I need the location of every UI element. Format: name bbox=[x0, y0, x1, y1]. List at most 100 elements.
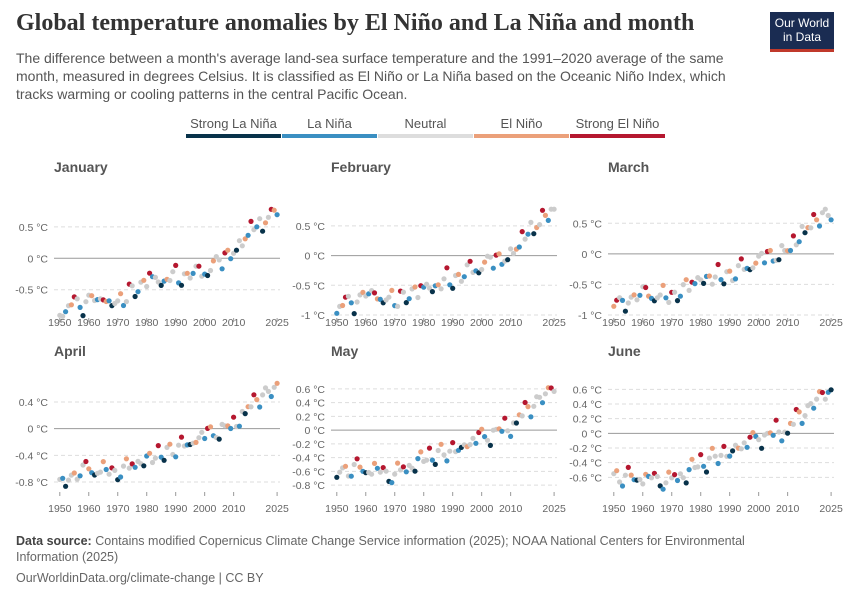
data-point[interactable] bbox=[637, 292, 643, 298]
data-point[interactable] bbox=[730, 448, 736, 454]
data-point[interactable] bbox=[683, 480, 689, 486]
data-point[interactable] bbox=[74, 296, 80, 302]
data-point[interactable] bbox=[450, 440, 456, 446]
data-point[interactable] bbox=[342, 463, 349, 469]
data-point[interactable] bbox=[677, 471, 684, 477]
data-point[interactable] bbox=[505, 428, 511, 434]
data-point[interactable] bbox=[441, 276, 447, 282]
data-point[interactable] bbox=[634, 297, 640, 303]
data-point[interactable] bbox=[744, 444, 750, 450]
data-point[interactable] bbox=[628, 472, 634, 478]
data-point[interactable] bbox=[455, 271, 462, 277]
data-point[interactable] bbox=[701, 280, 707, 286]
data-point[interactable] bbox=[811, 211, 817, 218]
data-point[interactable] bbox=[173, 454, 179, 460]
data-point[interactable] bbox=[167, 441, 173, 447]
data-point[interactable] bbox=[502, 415, 508, 421]
data-point[interactable] bbox=[747, 434, 753, 440]
data-point[interactable] bbox=[371, 460, 378, 466]
data-point[interactable] bbox=[819, 210, 826, 216]
data-point[interactable] bbox=[525, 404, 531, 410]
data-point[interactable] bbox=[438, 441, 444, 447]
data-point[interactable] bbox=[522, 236, 528, 242]
data-point[interactable] bbox=[776, 429, 782, 435]
data-point[interactable] bbox=[216, 257, 222, 263]
data-point[interactable] bbox=[97, 469, 103, 475]
data-point[interactable] bbox=[528, 414, 534, 420]
data-point[interactable] bbox=[721, 443, 727, 449]
data-point[interactable] bbox=[63, 309, 69, 315]
data-point[interactable] bbox=[424, 457, 430, 463]
data-point[interactable] bbox=[132, 464, 138, 470]
data-point[interactable] bbox=[155, 279, 161, 285]
data-point[interactable] bbox=[251, 392, 257, 398]
data-point[interactable] bbox=[77, 304, 83, 310]
data-point[interactable] bbox=[458, 278, 464, 284]
data-point[interactable] bbox=[698, 277, 704, 283]
data-point[interactable] bbox=[508, 433, 514, 439]
data-point[interactable] bbox=[178, 434, 185, 440]
data-point[interactable] bbox=[123, 299, 129, 305]
data-point[interactable] bbox=[274, 380, 280, 386]
legend-item-strong-la-nina[interactable]: Strong La Niña bbox=[186, 116, 281, 142]
data-point[interactable] bbox=[248, 404, 254, 410]
data-point[interactable] bbox=[727, 453, 733, 459]
data-point[interactable] bbox=[254, 397, 260, 403]
data-point[interactable] bbox=[750, 265, 756, 271]
data-point[interactable] bbox=[686, 467, 692, 473]
data-point[interactable] bbox=[674, 298, 681, 304]
data-point[interactable] bbox=[132, 293, 138, 300]
data-point[interactable] bbox=[248, 218, 254, 224]
data-point[interactable] bbox=[779, 243, 785, 249]
data-point[interactable] bbox=[354, 456, 360, 462]
data-point[interactable] bbox=[334, 474, 340, 480]
data-point[interactable] bbox=[429, 457, 435, 463]
data-point[interactable] bbox=[770, 432, 776, 438]
data-point[interactable] bbox=[482, 259, 488, 265]
data-point[interactable] bbox=[418, 449, 424, 455]
data-point[interactable] bbox=[147, 270, 153, 276]
data-point[interactable] bbox=[236, 238, 242, 244]
data-point[interactable] bbox=[193, 439, 199, 445]
data-point[interactable] bbox=[406, 296, 412, 302]
data-point[interactable] bbox=[126, 465, 132, 471]
data-point[interactable] bbox=[828, 387, 834, 393]
data-point[interactable] bbox=[65, 477, 72, 483]
data-point[interactable] bbox=[383, 468, 389, 474]
data-point[interactable] bbox=[239, 243, 245, 249]
data-point[interactable] bbox=[470, 435, 476, 441]
data-point[interactable] bbox=[170, 269, 176, 275]
data-point[interactable] bbox=[539, 207, 546, 213]
data-point[interactable] bbox=[123, 456, 129, 462]
data-point[interactable] bbox=[622, 308, 629, 314]
data-point[interactable] bbox=[444, 458, 450, 464]
data-point[interactable] bbox=[674, 477, 681, 484]
data-point[interactable] bbox=[505, 257, 511, 263]
credit-link[interactable]: OurWorldinData.org/climate-change | CC B… bbox=[16, 571, 264, 585]
data-point[interactable] bbox=[426, 285, 433, 291]
data-point[interactable] bbox=[822, 206, 828, 212]
data-point[interactable] bbox=[103, 466, 109, 473]
data-point[interactable] bbox=[265, 214, 271, 220]
data-point[interactable] bbox=[207, 267, 214, 274]
data-point[interactable] bbox=[441, 452, 447, 458]
data-point[interactable] bbox=[392, 471, 398, 477]
data-point[interactable] bbox=[438, 286, 444, 292]
data-point[interactable] bbox=[120, 302, 127, 309]
data-point[interactable] bbox=[389, 480, 395, 486]
data-point[interactable] bbox=[666, 299, 672, 305]
data-point[interactable] bbox=[741, 440, 747, 446]
data-point[interactable] bbox=[337, 469, 343, 475]
data-point[interactable] bbox=[351, 311, 357, 317]
data-point[interactable] bbox=[158, 282, 164, 288]
data-point[interactable] bbox=[617, 479, 623, 485]
data-point[interactable] bbox=[660, 486, 666, 492]
data-point[interactable] bbox=[510, 250, 517, 257]
data-point[interactable] bbox=[228, 256, 234, 262]
data-point[interactable] bbox=[663, 480, 669, 486]
data-point[interactable] bbox=[539, 400, 546, 406]
data-point[interactable] bbox=[551, 206, 557, 212]
data-point[interactable] bbox=[260, 392, 266, 398]
data-point[interactable] bbox=[715, 261, 721, 268]
data-point[interactable] bbox=[648, 475, 655, 481]
